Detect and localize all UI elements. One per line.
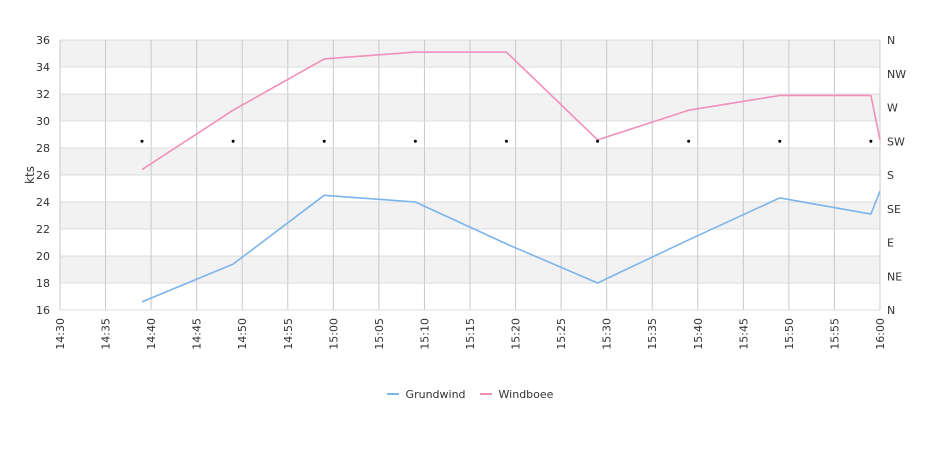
direction-tick-label: SW bbox=[887, 135, 905, 148]
direction-marker bbox=[869, 139, 873, 143]
y-axis-label: kts bbox=[23, 166, 37, 184]
series-line-windboee bbox=[141, 51, 881, 171]
y-tick-label: 26 bbox=[36, 169, 50, 182]
x-tick-label: 14:40 bbox=[145, 318, 158, 350]
direction-markers bbox=[140, 139, 873, 143]
direction-marker bbox=[322, 139, 326, 143]
direction-marker bbox=[231, 139, 235, 143]
y-tick-label: 34 bbox=[36, 61, 50, 74]
x-tick-label: 14:55 bbox=[282, 318, 295, 350]
y-tick-label: 30 bbox=[36, 115, 50, 128]
direction-marker bbox=[140, 139, 144, 143]
legend-label: Windboee bbox=[498, 387, 554, 401]
y-tick-label: 24 bbox=[36, 196, 50, 209]
x-tick-label: 15:10 bbox=[418, 318, 431, 350]
direction-tick-label: NW bbox=[887, 68, 906, 81]
x-tick-label: 15:55 bbox=[828, 318, 841, 350]
direction-tick-label: E bbox=[887, 237, 894, 250]
y-tick-label: 36 bbox=[36, 34, 50, 47]
y-tick-label: 32 bbox=[36, 88, 50, 101]
series-line-grundwind bbox=[141, 190, 881, 303]
direction-tick-label: S bbox=[887, 169, 894, 182]
direction-tick-label: W bbox=[887, 102, 898, 115]
legend-swatch bbox=[386, 393, 399, 395]
x-tick-label: 16:00 bbox=[874, 318, 887, 350]
x-tick-label: 15:20 bbox=[510, 318, 523, 350]
direction-marker bbox=[504, 139, 508, 143]
legend-item-windboee[interactable]: Windboee bbox=[479, 387, 554, 401]
x-tick-label: 15:15 bbox=[464, 318, 477, 350]
direction-marker bbox=[778, 139, 782, 143]
y-tick-label: 16 bbox=[36, 304, 50, 317]
legend: Grundwind Windboee bbox=[0, 385, 940, 401]
x-tick-label: 15:05 bbox=[373, 318, 386, 350]
x-tick-label: 14:50 bbox=[236, 318, 249, 350]
x-tick-label: 15:40 bbox=[692, 318, 705, 350]
y-tick-label: 28 bbox=[36, 142, 50, 155]
x-tick-label: 14:35 bbox=[100, 318, 113, 350]
direction-axis-ticks: N NE E SE S SW W NW N bbox=[887, 34, 906, 317]
x-tick-label: 15:00 bbox=[327, 318, 340, 350]
direction-tick-label: SE bbox=[887, 203, 901, 216]
direction-marker bbox=[596, 139, 600, 143]
direction-tick-label: N bbox=[887, 304, 895, 317]
direction-tick-label: N bbox=[887, 34, 895, 47]
y-tick-label: 18 bbox=[36, 277, 50, 290]
y-tick-label: 20 bbox=[36, 250, 50, 263]
direction-marker bbox=[413, 139, 417, 143]
direction-tick-label: NE bbox=[887, 270, 902, 283]
x-tick-label: 14:30 bbox=[54, 318, 67, 350]
legend-label: Grundwind bbox=[405, 387, 466, 401]
x-axis-ticks: 14:30 14:35 14:40 14:45 14:50 14:55 15:00 15:05… bbox=[54, 318, 887, 350]
legend-item-grundwind[interactable]: Grundwind bbox=[386, 387, 466, 401]
x-tick-label: 14:45 bbox=[191, 318, 204, 350]
direction-marker bbox=[687, 139, 691, 143]
x-tick-label: 15:25 bbox=[555, 318, 568, 350]
y-axis-ticks: 16 18 20 22 24 26 28 30 32 34 36 bbox=[36, 34, 50, 317]
x-tick-label: 15:30 bbox=[601, 318, 614, 350]
legend-swatch bbox=[479, 393, 492, 395]
y-tick-label: 22 bbox=[36, 223, 50, 236]
series-lines bbox=[141, 51, 881, 303]
horizontal-gridlines bbox=[60, 39, 880, 311]
x-tick-label: 15:45 bbox=[737, 318, 750, 350]
x-tick-label: 15:50 bbox=[783, 318, 796, 350]
x-tick-label: 15:35 bbox=[646, 318, 659, 350]
